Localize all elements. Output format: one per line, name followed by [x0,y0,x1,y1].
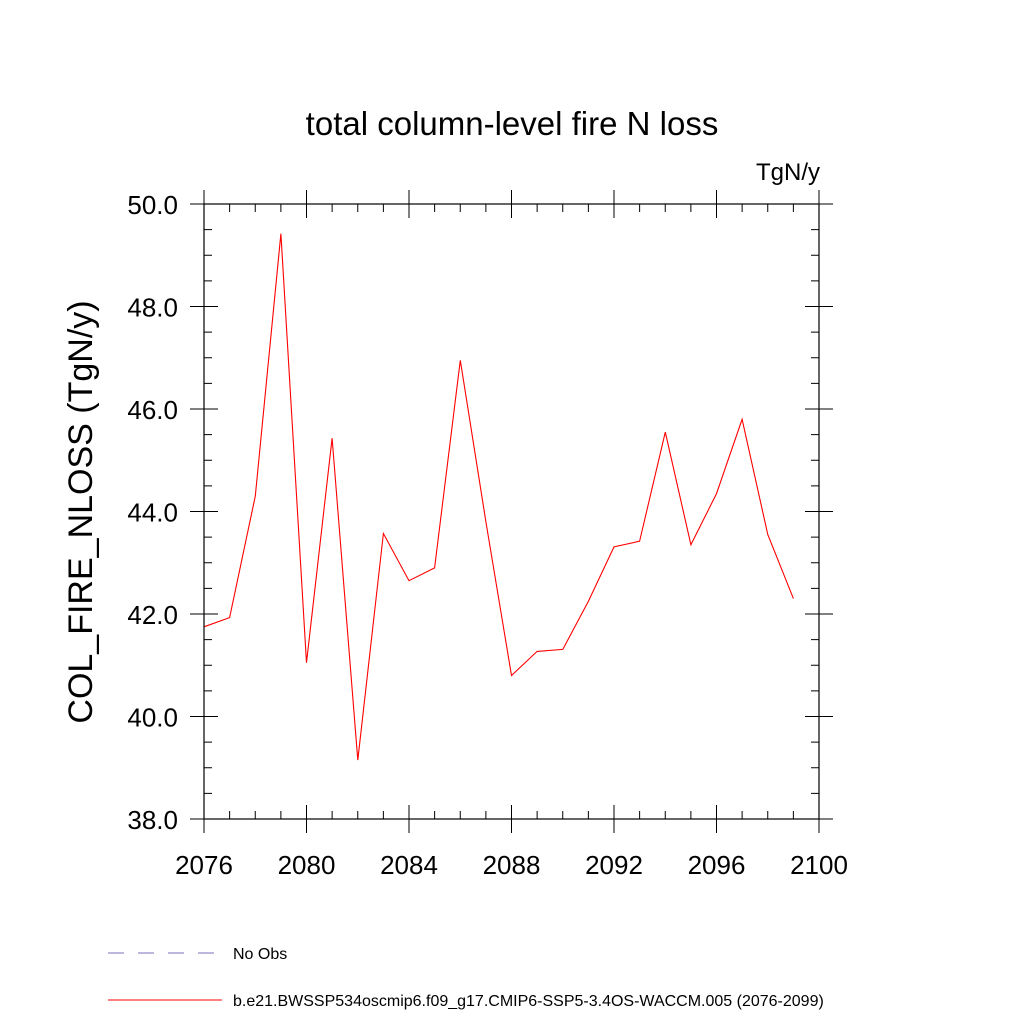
y-axis-label: COL_FIRE_NLOSS (TgN/y) [62,300,100,723]
legend: No Obs b.e21.BWSSP534oscmip6.f09_g17.CMIP… [108,946,824,1010]
x-tick-label: 2080 [278,850,336,880]
y-tick-label: 42.0 [127,600,178,630]
x-tick-label: 2084 [380,850,438,880]
legend-label: No Obs [233,946,287,963]
chart-title: total column-level fire N loss [306,105,719,142]
x-tick-label: 2096 [688,850,746,880]
legend-label: b.e21.BWSSP534oscmip6.f09_g17.CMIP6-SSP5… [233,993,824,1010]
x-tick-label: 2076 [175,850,233,880]
y-tick-label: 40.0 [127,703,178,733]
series-layer [203,233,794,761]
y-ticks: 38.0 40.0 42.0 44.0 46.0 48.0 50.0 [127,190,833,835]
y-tick-label: 38.0 [127,805,178,835]
y-tick-label: 46.0 [127,395,178,425]
series-line [203,233,794,761]
y-tick-label: 48.0 [127,293,178,323]
y-tick-label: 50.0 [127,190,178,220]
x-tick-label: 2092 [585,850,643,880]
x-tick-label: 2100 [790,850,848,880]
units-label: TgN/y [756,159,820,186]
x-tick-label: 2088 [483,850,541,880]
y-tick-label: 44.0 [127,498,178,528]
x-ticks: 2076 2080 2084 2088 2092 2096 2100 [175,190,848,880]
plot-frame [203,203,820,820]
